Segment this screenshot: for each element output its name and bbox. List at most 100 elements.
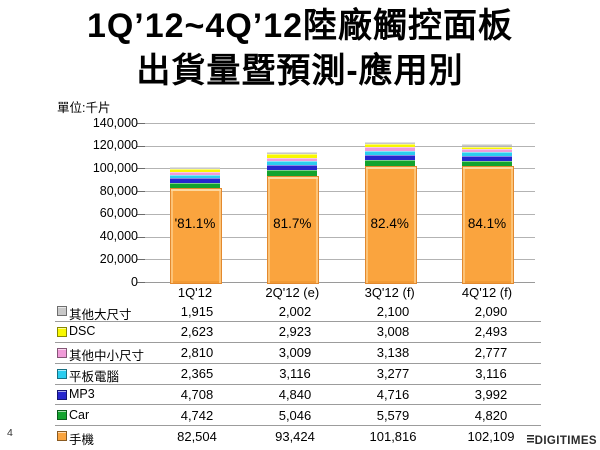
y-gridline (145, 145, 535, 147)
table-cell: 93,424 (275, 428, 315, 444)
legend-swatch-icon (57, 326, 67, 337)
table-cell: 5,579 (376, 407, 410, 423)
bar-segment-其他大尺寸 (462, 144, 512, 147)
title-line-1: 1Q’12~4Q’12陸廠觸控面板 (86, 7, 514, 45)
table-cell: 2,090 (474, 303, 508, 319)
bar-segment-Car (462, 160, 512, 167)
table-cell: 3,116 (475, 366, 507, 382)
row-label: Car (69, 407, 90, 422)
table-cell: 82,504 (177, 428, 217, 444)
page-number: 4 (7, 427, 13, 439)
bar-segment-平板電腦 (267, 161, 318, 165)
bar-segment-其他大尺寸 (267, 152, 318, 155)
bar-segment-其他中小尺寸 (462, 149, 512, 153)
unit-label: 單位:千片 (57, 101, 111, 115)
y-gridline (145, 191, 535, 193)
bar-segment-其他中小尺寸 (267, 157, 318, 162)
y-axis-tick (137, 168, 145, 170)
bar-segment-DSC (462, 146, 512, 150)
y-gridline (145, 213, 535, 215)
bar-segment-Car (170, 182, 220, 189)
y-axis-label: 60,000 (99, 206, 138, 221)
bar-segment-平板電腦 (364, 150, 415, 155)
y-axis-tick (137, 282, 145, 283)
table-row: MP3 4,708 4,840 4,716 3,992 (55, 385, 541, 406)
bar-segment-MP3 (170, 177, 220, 183)
table-cell: 1,915 (180, 303, 214, 319)
bar-segment-手機 (364, 166, 417, 284)
table-cell: 2,002 (278, 303, 312, 319)
slide-title: 1Q’12~4Q’12陸廠觸控面板 出貨量暨預測-應用別 (0, 4, 600, 94)
y-gridline (145, 123, 535, 124)
bar-segment-MP3 (267, 164, 318, 171)
bar-segment-其他大尺寸 (170, 166, 220, 169)
x-axis-label: 3Q'12 (f) (364, 285, 415, 300)
y-axis-label: 80,000 (99, 183, 138, 198)
bar-segment-DSC (170, 168, 220, 172)
y-axis-label: 0 (131, 274, 138, 289)
table-row: 其他大尺寸 1,915 2,002 2,100 2,090 (55, 301, 541, 322)
bar-segment-DSC (267, 154, 318, 158)
bar-segment-MP3 (364, 154, 415, 161)
table-cell: 4,742 (180, 407, 214, 423)
bar-segment-平板電腦 (462, 152, 512, 157)
table-row: Car 4,742 5,046 5,579 4,820 (55, 405, 541, 427)
bar-segment-其他大尺寸 (364, 141, 415, 144)
data-table: 其他大尺寸 1,915 2,002 2,100 2,090 DSC 2,623 2,923 3,… (55, 301, 541, 447)
bar-segment-Car (364, 160, 415, 167)
table-row: DSC 2,623 2,923 3,008 2,493 (55, 322, 541, 343)
y-axis-label: 100,000 (92, 160, 138, 175)
x-axis-label: 4Q'12 (f) (461, 285, 513, 300)
y-axis-tick (137, 213, 145, 215)
bar-percent-label: 81.7% (273, 216, 312, 231)
legend-swatch-icon (57, 389, 67, 400)
table-cell: 3,116 (279, 366, 311, 382)
table-cell: 3,277 (376, 366, 410, 382)
bar-segment-其他中小尺寸 (170, 171, 220, 175)
title-line-2: 出貨量暨預測-應用別 (136, 52, 464, 90)
bar-segment-手機 (170, 188, 222, 284)
legend-swatch-icon (57, 368, 67, 379)
y-axis-tick (137, 236, 145, 238)
table-cell: 2,810 (180, 345, 214, 361)
y-gridline (145, 282, 535, 283)
y-gridline (145, 259, 535, 261)
row-label: 其他中小尺寸 (69, 349, 145, 364)
legend-swatch-icon (57, 431, 67, 442)
table-cell: 3,008 (376, 324, 410, 340)
bar-segment-其他中小尺寸 (364, 147, 415, 151)
row-label: DSC (69, 324, 96, 339)
legend-swatch-icon (57, 410, 67, 421)
legend-swatch-icon (57, 306, 67, 316)
row-label: 其他大尺寸 (69, 307, 132, 322)
bar-percent-label: '81.1% (174, 216, 216, 231)
table-cell: 2,100 (376, 303, 410, 319)
table-cell: 2,777 (474, 345, 508, 361)
bar-percent-label: 84.1% (467, 216, 507, 231)
row-label: 手機 (69, 432, 95, 447)
bar-segment-手機 (267, 175, 320, 284)
table-cell: 4,840 (278, 387, 312, 403)
table-cell: 4,708 (180, 387, 214, 403)
y-axis-label: 120,000 (92, 138, 138, 153)
y-axis-label: 140,000 (92, 115, 138, 130)
table-row: 平板電腦 2,365 3,116 3,277 3,116 (55, 364, 541, 385)
x-axis-label: 2Q'12 (e) (265, 285, 320, 300)
bar-segment-手機 (462, 166, 514, 284)
y-axis-tick (137, 123, 145, 124)
y-axis-tick (137, 191, 145, 193)
row-label: MP3 (69, 387, 95, 402)
legend-swatch-icon (57, 347, 67, 358)
table-cell: 2,365 (180, 366, 214, 382)
bar-segment-MP3 (462, 156, 512, 161)
table-cell: 3,992 (474, 387, 508, 403)
bar-segment-Car (267, 170, 318, 176)
row-label: 平板電腦 (69, 370, 120, 385)
table-row: 手機 82,504 93,424 101,816 102,109 (55, 426, 541, 447)
table-cell: 102,109 (467, 428, 515, 444)
y-axis-tick (137, 145, 145, 147)
bar-segment-DSC (364, 143, 415, 148)
table-cell: 3,138 (376, 345, 410, 361)
table-cell: 4,716 (376, 387, 410, 403)
